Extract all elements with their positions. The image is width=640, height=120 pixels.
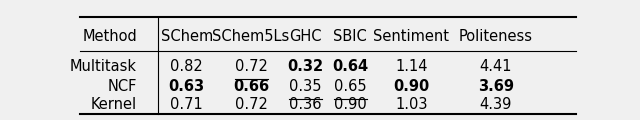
Text: SBIC: SBIC: [333, 29, 367, 44]
Text: 4.41: 4.41: [479, 59, 512, 74]
Text: 0.65: 0.65: [334, 79, 367, 94]
Text: 0.66: 0.66: [233, 79, 269, 94]
Text: Politeness: Politeness: [459, 29, 532, 44]
Text: 1.14: 1.14: [395, 59, 428, 74]
Text: 3.69: 3.69: [477, 79, 514, 94]
Text: 0.90: 0.90: [393, 79, 429, 94]
Text: SChem5Ls: SChem5Ls: [212, 29, 290, 44]
Text: 4.39: 4.39: [479, 97, 512, 112]
Text: 0.36: 0.36: [289, 97, 322, 112]
Text: 0.72: 0.72: [235, 97, 268, 112]
Text: 0.82: 0.82: [170, 59, 203, 74]
Text: SChem: SChem: [161, 29, 212, 44]
Text: Method: Method: [83, 29, 137, 44]
Text: 1.03: 1.03: [395, 97, 428, 112]
Text: Multitask: Multitask: [70, 59, 137, 74]
Text: 0.90: 0.90: [334, 97, 367, 112]
Text: 0.71: 0.71: [170, 97, 203, 112]
Text: 0.64: 0.64: [332, 59, 369, 74]
Text: 0.32: 0.32: [287, 59, 324, 74]
Text: Kernel: Kernel: [91, 97, 137, 112]
Text: NCF: NCF: [108, 79, 137, 94]
Text: 0.63: 0.63: [168, 79, 205, 94]
Text: 0.35: 0.35: [289, 79, 322, 94]
Text: 0.72: 0.72: [235, 59, 268, 74]
Text: Sentiment: Sentiment: [373, 29, 449, 44]
Text: GHC: GHC: [289, 29, 322, 44]
